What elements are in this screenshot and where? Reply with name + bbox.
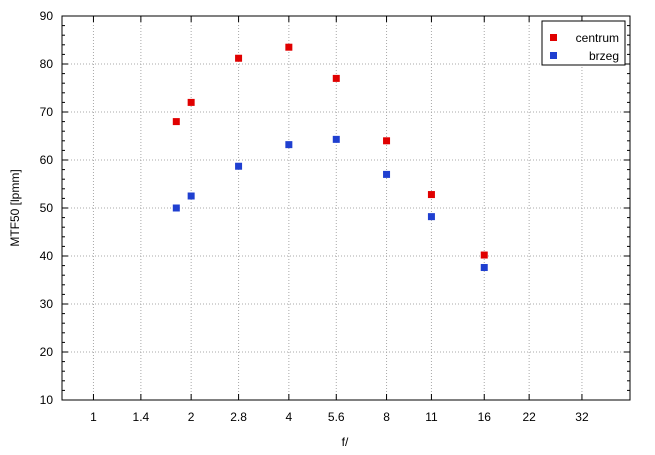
data-point-centrum	[427, 191, 435, 199]
y-tick-label: 80	[40, 57, 54, 71]
x-tick-label: 32	[575, 410, 589, 424]
data-point-brzeg	[235, 162, 243, 170]
x-tick-label: 11	[425, 410, 438, 424]
legend-marker-brzeg	[550, 52, 557, 59]
data-point-brzeg	[172, 204, 180, 212]
data-point-centrum	[480, 251, 488, 259]
x-tick-label: 4	[286, 410, 293, 424]
legend-marker-centrum	[550, 34, 557, 41]
legend-label-centrum: centrum	[576, 31, 619, 45]
data-point-centrum	[285, 43, 293, 51]
grid	[62, 16, 630, 400]
data-point-brzeg	[285, 141, 293, 149]
data-point-brzeg	[480, 264, 488, 272]
data-point-centrum	[332, 74, 340, 82]
y-tick-label: 70	[40, 105, 54, 119]
data-point-brzeg	[187, 192, 195, 200]
x-tick-label: 1	[90, 410, 97, 424]
data-point-centrum	[235, 54, 243, 62]
data-point-centrum	[172, 118, 180, 126]
data-point-centrum	[383, 137, 391, 145]
data-point-centrum	[187, 98, 195, 106]
legend: centrum brzeg	[541, 20, 626, 66]
data-points	[172, 43, 488, 272]
x-tick-label: 16	[478, 410, 492, 424]
x-axis-title: f/	[342, 435, 349, 449]
data-point-brzeg	[427, 213, 435, 221]
y-tick-label: 50	[40, 201, 54, 215]
x-tick-label: 8	[383, 410, 390, 424]
ticks: 1 1.4 2 2.8 4 5.6 8 11 16 22 32 10 20 30 40 50 60 70 80 90	[40, 9, 630, 424]
y-tick-label: 90	[40, 9, 54, 23]
y-axis-title: MTF50 [lpmm]	[8, 169, 22, 246]
data-point-brzeg	[332, 135, 340, 143]
x-tick-label: 22	[522, 410, 536, 424]
x-tick-label: 5.6	[328, 410, 345, 424]
y-tick-label: 20	[40, 345, 54, 359]
x-tick-label: 2	[188, 410, 195, 424]
data-point-brzeg	[383, 170, 391, 178]
y-tick-label: 30	[40, 297, 54, 311]
y-tick-label: 10	[40, 393, 54, 407]
y-tick-label: 60	[40, 153, 54, 167]
x-tick-label: 1.4	[133, 410, 150, 424]
legend-label-brzeg: brzeg	[589, 49, 619, 63]
y-tick-label: 40	[40, 249, 54, 263]
x-tick-label: 2.8	[230, 410, 247, 424]
